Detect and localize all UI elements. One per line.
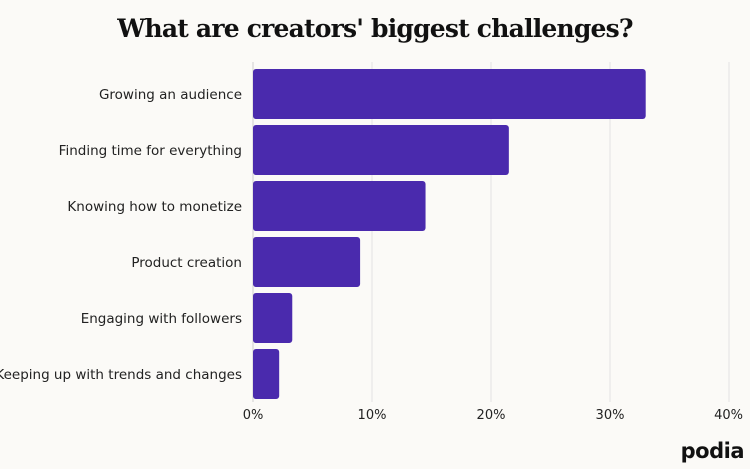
category-label: Product creation [131, 255, 242, 271]
chart-title: What are creators' biggest challenges? [117, 14, 633, 43]
x-tick-label: 40% [714, 408, 743, 423]
x-axis-tick-labels: 0% 10% 20% 30% 40% [243, 408, 743, 423]
category-labels: Growing an audience Finding time for ever… [0, 87, 242, 383]
x-tick-label: 30% [596, 408, 625, 423]
podia-logo: podia [680, 439, 745, 463]
bars [253, 69, 646, 399]
bar [253, 237, 361, 287]
bar [253, 293, 293, 343]
x-tick-label: 10% [358, 408, 387, 423]
bar [253, 349, 280, 399]
category-label: Knowing how to monetize [67, 199, 242, 215]
bar [253, 69, 646, 119]
bar [253, 181, 426, 231]
category-label: Keeping up with trends and changes [0, 367, 242, 383]
category-label: Finding time for everything [59, 143, 242, 159]
bar [253, 125, 509, 175]
category-label: Growing an audience [99, 87, 242, 103]
x-tick-label: 0% [243, 408, 264, 423]
x-tick-label: 20% [477, 408, 506, 423]
category-label: Engaging with followers [81, 311, 242, 327]
